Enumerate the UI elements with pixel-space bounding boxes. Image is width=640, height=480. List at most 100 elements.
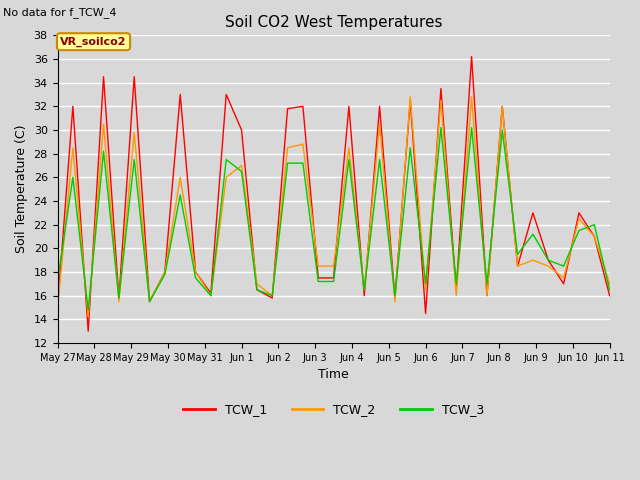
TCW_3 [207, 293, 215, 299]
TCW_2 [207, 293, 215, 299]
TCW_2 [406, 94, 414, 100]
TCW_2 [468, 94, 476, 100]
TCW_3 [560, 263, 568, 269]
TCW_2 [237, 163, 245, 168]
TCW_1 [268, 295, 276, 301]
TCW_3 [314, 278, 322, 284]
TCW_1 [115, 295, 123, 301]
Line: TCW_2: TCW_2 [58, 97, 610, 317]
TCW_2 [437, 97, 445, 103]
TCW_1 [253, 287, 260, 293]
TCW_2 [391, 299, 399, 304]
TCW_3 [146, 299, 154, 304]
TCW_3 [606, 287, 614, 293]
TCW_3 [192, 275, 200, 281]
TCW_3 [222, 156, 230, 162]
TCW_2 [360, 287, 368, 293]
TCW_1 [54, 305, 61, 311]
TCW_3 [268, 293, 276, 299]
Text: No data for f_TCW_4: No data for f_TCW_4 [3, 7, 116, 18]
TCW_3 [284, 160, 291, 166]
TCW_2 [422, 287, 429, 293]
TCW_3 [54, 278, 61, 284]
TCW_1 [345, 104, 353, 109]
TCW_2 [514, 263, 522, 269]
TCW_3 [345, 156, 353, 162]
TCW_3 [391, 293, 399, 299]
TCW_3 [69, 174, 77, 180]
TCW_1 [237, 127, 245, 133]
TCW_2 [84, 314, 92, 320]
TCW_3 [499, 127, 506, 133]
Line: TCW_1: TCW_1 [58, 57, 610, 331]
X-axis label: Time: Time [318, 368, 349, 381]
TCW_3 [575, 228, 583, 233]
TCW_3 [452, 281, 460, 287]
TCW_1 [192, 269, 200, 275]
TCW_1 [161, 269, 169, 275]
TCW_3 [514, 252, 522, 257]
TCW_2 [606, 281, 614, 287]
TCW_1 [330, 275, 337, 281]
TCW_2 [575, 216, 583, 222]
TCW_3 [437, 125, 445, 131]
TCW_2 [161, 269, 169, 275]
TCW_3 [529, 231, 537, 237]
Y-axis label: Soil Temperature (C): Soil Temperature (C) [15, 125, 28, 253]
TCW_2 [345, 145, 353, 151]
TCW_2 [499, 104, 506, 109]
TCW_2 [192, 269, 200, 275]
TCW_1 [422, 311, 429, 316]
TCW_1 [146, 299, 154, 304]
TCW_2 [314, 263, 322, 269]
TCW_1 [391, 295, 399, 301]
TCW_1 [284, 106, 291, 111]
TCW_1 [131, 74, 138, 80]
TCW_1 [499, 104, 506, 109]
TCW_1 [529, 210, 537, 216]
TCW_2 [330, 263, 337, 269]
TCW_1 [452, 287, 460, 293]
TCW_2 [268, 293, 276, 299]
TCW_2 [452, 293, 460, 299]
TCW_1 [468, 54, 476, 60]
TCW_2 [54, 305, 61, 311]
TCW_3 [468, 125, 476, 131]
TCW_1 [545, 257, 552, 263]
TCW_3 [376, 156, 383, 162]
TCW_3 [131, 156, 138, 162]
TCW_2 [376, 121, 383, 127]
TCW_2 [222, 174, 230, 180]
Line: TCW_3: TCW_3 [58, 128, 610, 310]
TCW_3 [360, 287, 368, 293]
Legend: TCW_1, TCW_2, TCW_3: TCW_1, TCW_2, TCW_3 [179, 398, 489, 421]
TCW_2 [483, 293, 491, 299]
TCW_1 [69, 104, 77, 109]
TCW_2 [560, 275, 568, 281]
TCW_3 [84, 307, 92, 313]
TCW_3 [591, 222, 598, 228]
TCW_3 [299, 160, 307, 166]
TCW_2 [545, 263, 552, 269]
TCW_2 [299, 141, 307, 147]
TCW_1 [207, 290, 215, 296]
TCW_2 [529, 257, 537, 263]
TCW_3 [100, 148, 108, 154]
TCW_2 [100, 121, 108, 127]
TCW_2 [69, 145, 77, 151]
TCW_2 [591, 234, 598, 240]
TCW_1 [437, 86, 445, 92]
TCW_3 [545, 257, 552, 263]
Title: Soil CO2 West Temperatures: Soil CO2 West Temperatures [225, 15, 442, 30]
TCW_1 [514, 263, 522, 269]
TCW_2 [146, 299, 154, 304]
TCW_3 [115, 295, 123, 301]
TCW_1 [406, 97, 414, 103]
TCW_1 [177, 92, 184, 97]
TCW_2 [253, 281, 260, 287]
TCW_3 [483, 281, 491, 287]
TCW_2 [284, 145, 291, 151]
TCW_1 [606, 293, 614, 299]
TCW_1 [100, 74, 108, 80]
TCW_3 [177, 192, 184, 198]
